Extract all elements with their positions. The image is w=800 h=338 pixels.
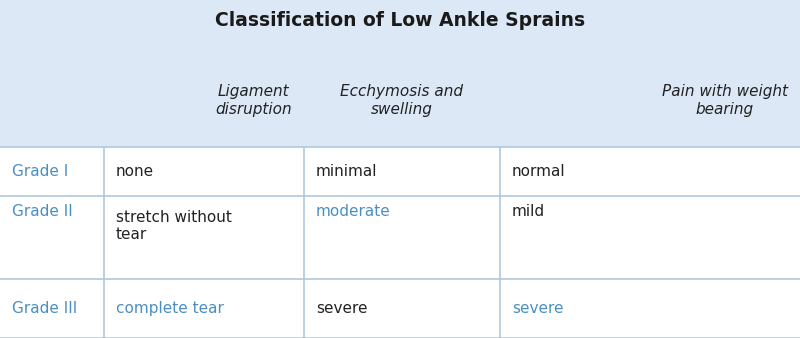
Text: Ligament
disruption: Ligament disruption	[215, 84, 292, 117]
Text: Ecchymosis and
swelling: Ecchymosis and swelling	[341, 84, 463, 117]
Text: Classification of Low Ankle Sprains: Classification of Low Ankle Sprains	[215, 11, 585, 30]
Text: complete tear: complete tear	[116, 301, 224, 316]
Text: Grade II: Grade II	[12, 204, 73, 219]
Text: severe: severe	[316, 301, 367, 316]
Text: none: none	[116, 164, 154, 179]
Text: Grade I: Grade I	[12, 164, 68, 179]
Text: stretch without
tear: stretch without tear	[116, 210, 232, 242]
Text: minimal: minimal	[316, 164, 378, 179]
Text: mild: mild	[512, 204, 545, 219]
Text: Grade III: Grade III	[12, 301, 78, 316]
Bar	[0, 147, 800, 338]
Text: Pain with weight
bearing: Pain with weight bearing	[662, 84, 788, 117]
Text: severe: severe	[512, 301, 563, 316]
Text: normal: normal	[512, 164, 566, 179]
Text: moderate: moderate	[316, 204, 390, 219]
